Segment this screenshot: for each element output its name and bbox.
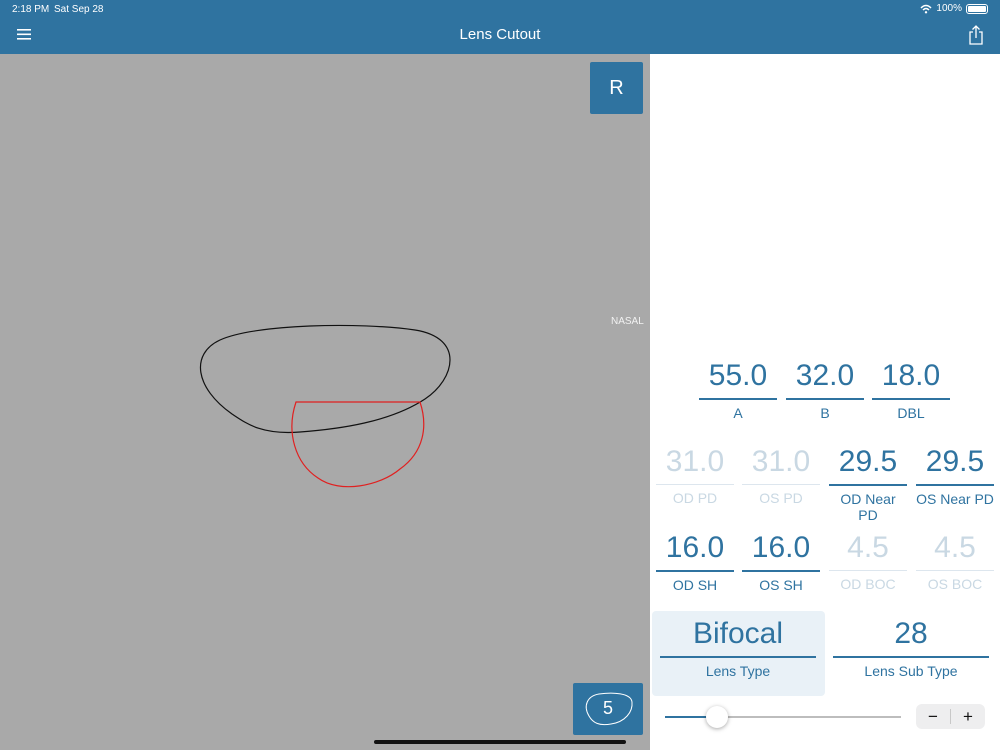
lens-sub-type-field[interactable]: 28 Lens Sub Type — [833, 614, 989, 679]
home-indicator — [374, 740, 626, 744]
status-time: 2:18 PM — [12, 4, 50, 15]
measurements-panel: 55.0 A 32.0 B 18.0 DBL 31.0 OD PD 31.0 O… — [650, 54, 1000, 750]
lens-sub-type-label: Lens Sub Type — [864, 663, 958, 679]
od-sh-value: 16.0 — [665, 531, 725, 564]
shape-select-button[interactable]: 5 — [573, 683, 643, 735]
zoom-slider-track[interactable] — [665, 716, 901, 718]
os-near-pd-field[interactable]: 29.5 OS Near PD — [916, 442, 994, 507]
od-sh-label: OD SH — [672, 577, 718, 593]
os-near-pd-label: OS Near PD — [916, 491, 994, 507]
os-sh-field[interactable]: 16.0 OS SH — [742, 528, 820, 593]
dbl-label: DBL — [897, 405, 925, 421]
battery-percent: 100% — [936, 3, 962, 14]
od-pd-field[interactable]: 31.0 OD PD — [656, 442, 734, 506]
os-sh-value: 16.0 — [751, 531, 811, 564]
od-near-pd-field[interactable]: 29.5 OD Near PD — [829, 442, 907, 523]
dbl-field[interactable]: 18.0 DBL — [872, 356, 950, 421]
a-value: 55.0 — [708, 359, 768, 392]
od-pd-label: OD PD — [672, 490, 718, 506]
lens-sub-type-value: 28 — [894, 617, 928, 650]
od-pd-value: 31.0 — [665, 445, 725, 478]
status-right: 100% — [920, 3, 988, 14]
bifocal-segment-outline — [291, 401, 425, 488]
status-date: Sat Sep 28 — [54, 4, 104, 15]
zoom-slider-thumb[interactable] — [705, 706, 728, 728]
od-boc-field[interactable]: 4.5 OD BOC — [829, 528, 907, 592]
lens-type-highlight — [652, 611, 825, 696]
lens-type-field[interactable]: Bifocal Lens Type — [660, 614, 816, 679]
lens-shape-icon — [585, 692, 633, 726]
os-near-pd-value: 29.5 — [925, 445, 985, 478]
zoom-stepper: − + — [916, 704, 985, 729]
os-pd-label: OS PD — [759, 490, 803, 506]
dbl-value: 18.0 — [881, 359, 941, 392]
eye-toggle-button[interactable]: R — [590, 62, 643, 114]
b-field[interactable]: 32.0 B — [786, 356, 864, 421]
frame-outline — [199, 324, 451, 434]
od-near-pd-label: OD Near PD — [840, 491, 896, 523]
nasal-label: NASAL — [611, 316, 644, 327]
os-boc-value: 4.5 — [934, 531, 976, 564]
shape-count: 5 — [602, 698, 613, 718]
os-boc-field[interactable]: 4.5 OS BOC — [916, 528, 994, 592]
app-header: 2:18 PM Sat Sep 28 100% Lens Cutout — [0, 0, 1000, 54]
os-pd-field[interactable]: 31.0 OS PD — [742, 442, 820, 506]
a-field[interactable]: 55.0 A — [699, 356, 777, 421]
zoom-slider-fill — [665, 716, 717, 718]
lens-type-label: Lens Type — [705, 663, 771, 679]
b-value: 32.0 — [795, 359, 855, 392]
stepper-minus-button[interactable]: − — [928, 706, 938, 726]
a-label: A — [733, 405, 743, 421]
share-icon[interactable] — [968, 25, 984, 45]
od-near-pd-value: 29.5 — [838, 445, 898, 478]
os-sh-label: OS SH — [759, 577, 803, 593]
lens-drawing — [199, 324, 451, 488]
od-boc-label: OD BOC — [840, 576, 896, 592]
os-pd-value: 31.0 — [751, 445, 811, 478]
hamburger-icon[interactable] — [16, 26, 32, 42]
od-sh-field[interactable]: 16.0 OD SH — [656, 528, 734, 593]
wifi-icon — [920, 4, 932, 13]
od-boc-value: 4.5 — [847, 531, 889, 564]
page-title: Lens Cutout — [459, 26, 541, 43]
lens-canvas[interactable]: R NASAL 5 — [0, 54, 650, 750]
stepper-plus-button[interactable]: + — [963, 706, 973, 726]
lens-type-value: Bifocal — [692, 617, 784, 650]
stepper-divider — [950, 709, 951, 724]
os-boc-label: OS BOC — [927, 576, 983, 592]
b-label: B — [820, 405, 830, 421]
battery-icon — [966, 3, 988, 14]
